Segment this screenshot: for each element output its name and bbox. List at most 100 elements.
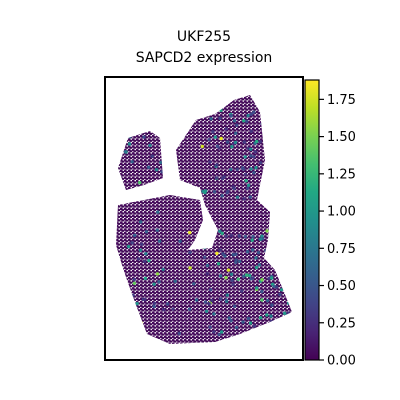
expression-spot	[252, 155, 256, 159]
expression-spot	[207, 138, 211, 142]
expression-spot	[225, 191, 229, 195]
expression-spot	[216, 262, 221, 266]
expression-spot	[225, 140, 230, 144]
expression-spot	[249, 147, 253, 151]
expression-spot	[154, 168, 159, 172]
expression-spot	[222, 175, 226, 179]
chart-title-line1: UKF255	[177, 29, 231, 45]
expression-spot	[148, 143, 152, 148]
expression-spot	[132, 277, 136, 282]
expression-spot	[231, 253, 235, 257]
expression-spot	[224, 298, 228, 302]
expression-spot	[246, 316, 251, 321]
expression-spot	[269, 314, 273, 318]
colorbar-tick-label: 0.50	[327, 279, 356, 294]
expression-spot	[135, 301, 139, 306]
expression-spot	[230, 278, 234, 282]
expression-spot	[212, 312, 216, 316]
expression-spot	[249, 154, 253, 158]
expression-spot	[230, 145, 234, 149]
expression-spot	[139, 220, 143, 224]
expression-spot	[243, 155, 247, 159]
colorbar-tick-label: 0.25	[327, 316, 356, 331]
colorbar-tick-label: 1.50	[327, 130, 356, 145]
expression-spot	[133, 233, 137, 238]
colorbar-tick-label: 1.00	[327, 205, 356, 220]
expression-spot	[217, 332, 221, 337]
expression-spot	[249, 112, 253, 116]
expression-spot	[152, 301, 157, 305]
expression-spot	[246, 146, 250, 150]
expression-spot	[282, 311, 287, 315]
expression-spot	[245, 250, 250, 254]
expression-spot	[142, 135, 146, 139]
colorbar-tick-label: 0.75	[327, 242, 356, 257]
expression-spot	[155, 272, 160, 276]
expression-spot	[215, 251, 219, 256]
expression-spot	[165, 302, 170, 306]
expression-spot	[143, 297, 147, 302]
expression-spot	[220, 330, 224, 334]
expression-spot	[212, 330, 216, 334]
expression-spot	[218, 274, 223, 278]
expression-spot	[188, 250, 192, 255]
expression-spot	[157, 239, 162, 243]
expression-spot	[202, 255, 207, 259]
colorbar-tick-label: 0.00	[327, 354, 356, 369]
expression-spot	[211, 130, 215, 134]
expression-spot	[223, 254, 227, 258]
expression-spot	[213, 135, 217, 139]
expression-spot	[205, 263, 210, 268]
expression-spot	[203, 190, 207, 195]
expression-spot	[245, 119, 249, 124]
expression-spot	[234, 252, 238, 256]
expression-spot	[214, 176, 219, 180]
expression-spot	[144, 252, 148, 256]
expression-spot	[232, 304, 237, 308]
expression-spot	[215, 144, 220, 148]
expression-spot	[242, 197, 246, 201]
expression-spot	[270, 276, 274, 280]
expression-spot	[126, 244, 131, 249]
expression-spot	[256, 251, 261, 255]
expression-spot	[229, 233, 233, 238]
expression-spot	[246, 183, 251, 187]
expression-spot	[123, 150, 128, 154]
expression-spot	[200, 144, 204, 149]
expression-spot	[251, 276, 255, 280]
expression-spot	[249, 129, 253, 133]
colorbar-tick-label: 1.25	[327, 167, 356, 182]
expression-spot	[235, 123, 239, 127]
expression-spot	[203, 300, 208, 304]
expression-spot	[229, 272, 234, 276]
expression-spot	[207, 302, 211, 306]
expression-spot	[208, 288, 213, 292]
expression-spot	[237, 234, 241, 238]
expression-spot	[224, 276, 228, 280]
expression-spot	[236, 277, 240, 281]
expression-spot	[171, 307, 175, 311]
expression-spot	[258, 140, 262, 144]
expression-spot	[218, 248, 222, 252]
expression-spot	[161, 267, 165, 272]
expression-spot	[127, 142, 132, 146]
expression-spot	[248, 195, 252, 199]
expression-spot	[254, 256, 258, 260]
expression-spot	[130, 241, 134, 245]
expression-spot	[241, 320, 245, 324]
expression-spot	[278, 292, 282, 297]
expression-spot	[136, 257, 141, 261]
expression-spot	[265, 298, 270, 303]
expression-spot	[140, 242, 144, 246]
expression-spot	[226, 268, 231, 272]
expression-spot	[242, 119, 246, 123]
expression-spot	[238, 259, 242, 264]
expression-spot	[229, 319, 233, 323]
expression-spot	[265, 229, 269, 233]
expression-spot	[250, 238, 254, 242]
expression-spot	[229, 114, 233, 118]
expression-spot	[246, 113, 250, 118]
expression-spot	[152, 282, 156, 286]
expression-spot	[194, 298, 199, 302]
